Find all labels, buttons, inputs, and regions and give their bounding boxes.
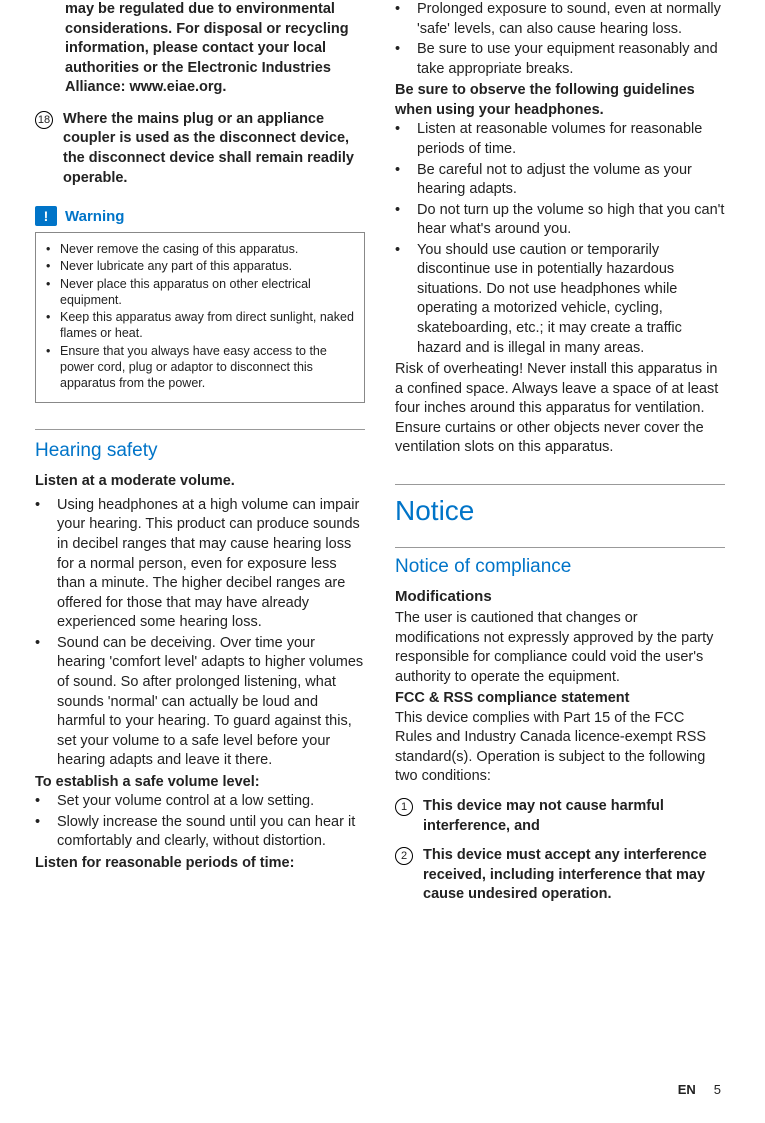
listen-moderate-heading: Listen at a moderate volume. (35, 472, 365, 492)
hearing-safety-heading: Hearing safety (35, 440, 365, 462)
condition-2-text: This device must accept any interference… (423, 846, 725, 905)
warning-box: •Never remove the casing of this apparat… (35, 232, 365, 403)
item-18: 18 Where the mains plug or an appliance … (35, 110, 365, 188)
disposal-note: may be regulated due to environmental co… (35, 0, 365, 98)
warning-header: Warning (35, 206, 365, 226)
list-item: •Listen at reasonable volumes for reason… (395, 120, 725, 159)
page-footer: EN 5 (678, 1082, 721, 1097)
condition-item: 2 This device must accept any interferen… (395, 846, 725, 905)
modifications-heading: Modifications (395, 588, 725, 605)
right-column: •Prolonged exposure to sound, even at no… (395, 0, 725, 915)
item-18-marker: 18 (35, 111, 53, 129)
notice-title: Notice (395, 495, 725, 527)
footer-page-number: 5 (714, 1082, 721, 1097)
warning-item: •Never remove the casing of this apparat… (46, 241, 354, 257)
hearing-list-1: •Using headphones at a high volume can i… (35, 496, 365, 771)
right-top-list: •Prolonged exposure to sound, even at no… (395, 0, 725, 79)
list-item: •Set your volume control at a low settin… (35, 792, 365, 812)
condition-2-marker: 2 (395, 847, 413, 865)
listen-reasonable-heading: Listen for reasonable periods of time: (35, 854, 365, 874)
warning-item: •Never lubricate any part of this appara… (46, 258, 354, 274)
warning-item: •Never place this apparatus on other ele… (46, 276, 354, 309)
conditions-list: 1 This device may not cause harmful inte… (395, 797, 725, 905)
section-divider (35, 429, 365, 430)
overheat-text: Risk of overheating! Never install this … (395, 360, 725, 458)
guidelines-heading: Be sure to observe the following guideli… (395, 81, 725, 120)
footer-lang: EN (678, 1082, 696, 1097)
list-item: •Be sure to use your equipment reasonabl… (395, 40, 725, 79)
list-item: •Sound can be deceiving. Over time your … (35, 634, 365, 771)
fcc-text: This device complies with Part 15 of the… (395, 709, 725, 787)
warning-label: Warning (65, 208, 124, 225)
guidelines-list: •Listen at reasonable volumes for reason… (395, 120, 725, 358)
warning-item: •Keep this apparatus away from direct su… (46, 309, 354, 342)
warning-icon (35, 206, 57, 226)
left-column: may be regulated due to environmental co… (35, 0, 365, 915)
safe-level-heading: To establish a safe volume level: (35, 773, 365, 793)
list-item: •You should use caution or temporarily d… (395, 241, 725, 358)
safe-level-list: •Set your volume control at a low settin… (35, 792, 365, 852)
section-divider (395, 484, 725, 485)
warning-item: •Ensure that you always have easy access… (46, 343, 354, 392)
modifications-text: The user is cautioned that changes or mo… (395, 609, 725, 687)
list-item: •Do not turn up the volume so high that … (395, 201, 725, 240)
list-item: •Using headphones at a high volume can i… (35, 496, 365, 633)
list-item: •Be careful not to adjust the volume as … (395, 161, 725, 200)
fcc-heading: FCC & RSS compliance statement (395, 689, 725, 709)
page-columns: may be regulated due to environmental co… (35, 0, 725, 915)
list-item: •Prolonged exposure to sound, even at no… (395, 0, 725, 39)
section-divider (395, 547, 725, 548)
condition-1-marker: 1 (395, 798, 413, 816)
condition-1-text: This device may not cause harmful interf… (423, 797, 725, 836)
notice-compliance-heading: Notice of compliance (395, 556, 725, 578)
condition-item: 1 This device may not cause harmful inte… (395, 797, 725, 836)
list-item: •Slowly increase the sound until you can… (35, 813, 365, 852)
warning-list: •Never remove the casing of this apparat… (46, 241, 354, 391)
item-18-text: Where the mains plug or an appliance cou… (63, 110, 365, 188)
